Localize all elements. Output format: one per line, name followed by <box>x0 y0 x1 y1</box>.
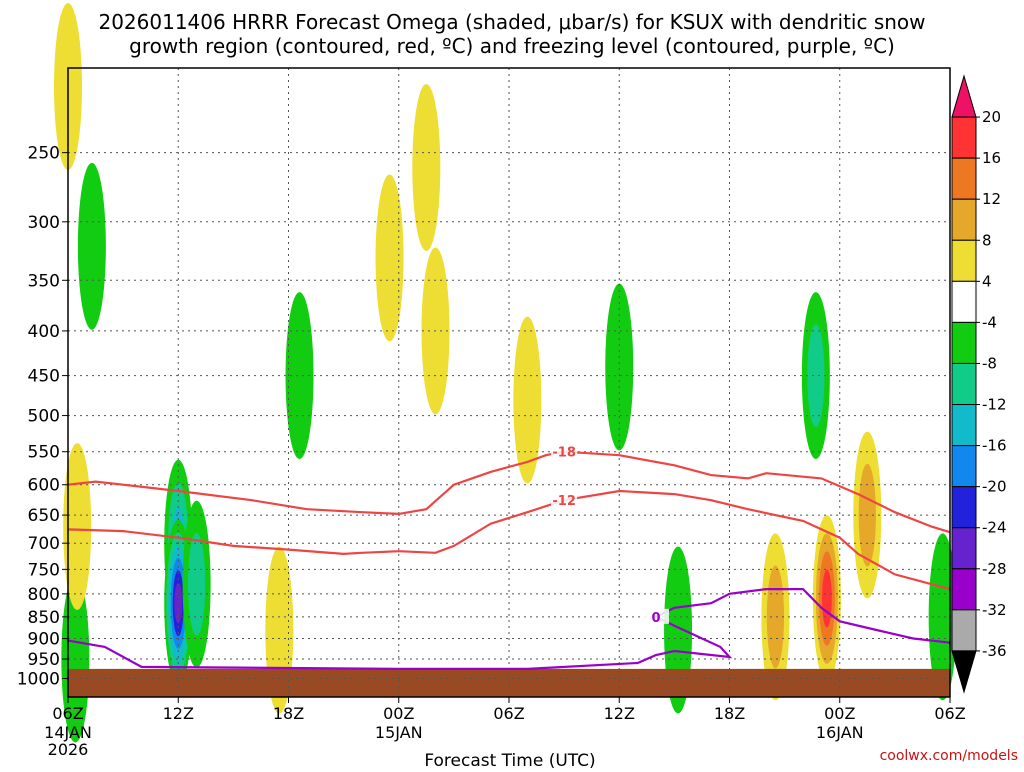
omega-shading <box>54 3 957 743</box>
x-tick-label-0: 06Z <box>52 704 83 723</box>
colorbar-box-1 <box>951 116 977 159</box>
colorbar-label--24: -24 <box>982 519 1007 537</box>
omega-contour-16-3 <box>822 569 832 628</box>
colorbar-box-3 <box>951 198 977 241</box>
colorbar-label-12: 12 <box>982 190 1001 208</box>
axes: 2503003504004505005506006507007508008509… <box>17 67 966 759</box>
colorbar-label-8: 8 <box>982 231 992 249</box>
dgz-contour-0-label-bg <box>551 443 578 459</box>
dgz-contour-0-label: -18 <box>552 446 576 461</box>
colorbar-label-16: 16 <box>982 149 1001 167</box>
colorbar-label--28: -28 <box>982 560 1007 578</box>
colorbar-box-7 <box>951 362 977 406</box>
x-axis-label: Forecast Time (UTC) <box>424 751 595 768</box>
y-tick-label-900: 900 <box>28 630 60 650</box>
colorbar-label--20: -20 <box>982 478 1007 496</box>
colorbar-box-9 <box>951 445 977 488</box>
colorbar-box-4 <box>951 239 977 282</box>
omega-contour-17-1 <box>807 324 825 427</box>
y-tick-label-950: 950 <box>28 650 60 670</box>
freezing-level-contour-label: 0 <box>651 611 660 626</box>
x-tick-label-36: 18Z <box>714 704 745 723</box>
x-tick-label-12: 18Z <box>273 704 304 723</box>
freezing-level-contour: 0 <box>67 588 951 670</box>
plot-area: -18 -12 0 <box>54 3 957 743</box>
colorbar-box-8 <box>951 404 977 447</box>
dgz-contour-0: -18 <box>67 443 951 534</box>
y-tick-label-450: 450 <box>28 367 60 387</box>
colorbar-box-13 <box>951 609 977 652</box>
x-tick-label-6: 12Z <box>163 704 194 723</box>
y-tick-label-500: 500 <box>28 407 60 427</box>
y-tick-label-800: 800 <box>28 585 60 605</box>
chart-title-line1: 2026011406 HRRR Forecast Omega (shaded, … <box>98 10 925 34</box>
x-date-label-18: 15JAN <box>375 723 423 742</box>
colorbar-label-20: 20 <box>982 108 1001 126</box>
omega-contour-12-0 <box>513 316 542 484</box>
y-tick-label-850: 850 <box>28 608 60 628</box>
colorbar-top-triangle <box>951 74 977 118</box>
x-date-label-0: 14JAN <box>44 723 92 742</box>
chart-title-line2: growth region (contoured, red, ºC) and f… <box>129 34 895 58</box>
colorbar-label--8: -8 <box>982 354 997 372</box>
y-tick-label-550: 550 <box>28 443 60 463</box>
y-tick-label-600: 600 <box>28 476 60 496</box>
omega-contour-9-0 <box>375 174 404 342</box>
x-date-label-42: 16JAN <box>816 723 864 742</box>
y-tick-label-250: 250 <box>28 144 60 164</box>
freezing-level-contour-line <box>67 588 951 670</box>
x-tick-label-30: 12Z <box>604 704 635 723</box>
dgz-contour-1-line <box>67 489 951 591</box>
dgz-contour-1-label: -12 <box>552 494 576 509</box>
colorbar-label--36: -36 <box>982 642 1007 660</box>
omega-contour-13-0 <box>605 283 634 451</box>
dgz-contour-0-line <box>67 450 951 534</box>
x-tick-label-48: 06Z <box>934 704 965 723</box>
y-tick-label-650: 650 <box>28 506 60 526</box>
y-tick-label-350: 350 <box>28 271 60 291</box>
colorbar-box-2 <box>951 157 977 200</box>
dgz-contour-1: -12 <box>67 489 951 591</box>
colorbar-label--12: -12 <box>982 396 1007 414</box>
credit-text: coolwx.com/models <box>880 748 1018 764</box>
colorbar-box-12 <box>951 568 977 611</box>
dgz-contour-1-label-bg <box>551 492 578 508</box>
y-tick-label-700: 700 <box>28 534 60 554</box>
freezing-level-contour-label-bg <box>643 608 669 624</box>
omega-contour-4-0 <box>285 292 314 460</box>
colorbar-label-4: 4 <box>982 272 992 290</box>
omega-contour-1-0 <box>77 162 106 330</box>
x-tick-label-24: 06Z <box>493 704 524 723</box>
omega-contour-10-0 <box>412 84 441 251</box>
colorbar-box-11 <box>951 527 977 570</box>
colorbar-box-10 <box>951 486 977 529</box>
colorbar-box-6 <box>951 321 977 364</box>
omega-contour-5-1 <box>188 532 206 636</box>
y-tick-label-750: 750 <box>28 560 60 580</box>
y-tick-label-400: 400 <box>28 322 60 342</box>
colorbar: 20 16 12 8 4 -4 -8 -12 -16 -20 -24 -28 -32 -36 <box>951 74 1007 694</box>
colorbar-label--32: -32 <box>982 601 1007 619</box>
x-tick-label-42: 00Z <box>824 704 855 723</box>
colorbar-label--4: -4 <box>982 313 997 331</box>
colorbar-bottom-triangle <box>951 650 977 694</box>
y-tick-label-1000: 1000 <box>17 669 60 689</box>
y-tick-label-300: 300 <box>28 213 60 233</box>
colorbar-label--16: -16 <box>982 437 1007 455</box>
x-tick-label-18: 00Z <box>383 704 414 723</box>
omega-contour-15-1 <box>766 565 785 669</box>
colorbar-box-5 <box>951 280 977 323</box>
x-year-label-0: 2026 <box>48 740 89 759</box>
